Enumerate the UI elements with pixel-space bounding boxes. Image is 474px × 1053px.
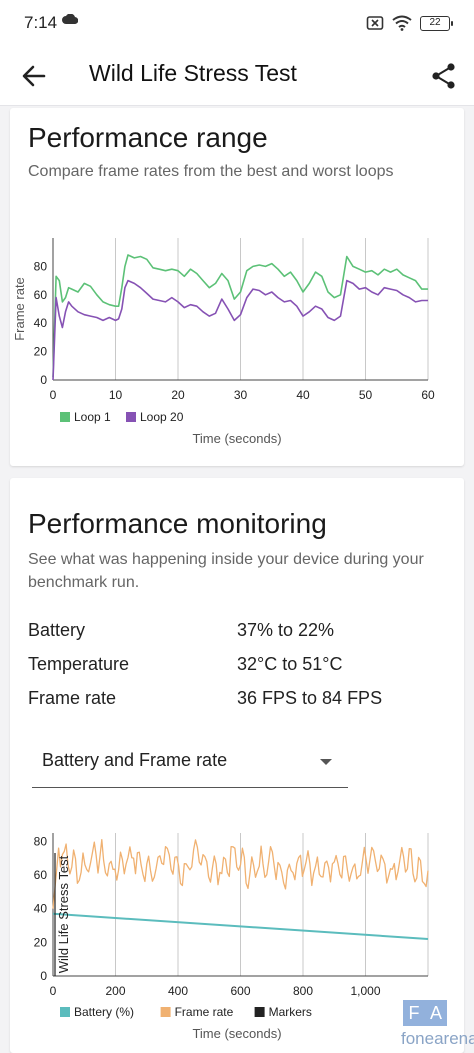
legend-swatch — [60, 1007, 70, 1017]
y-tick-label: 80 — [34, 259, 48, 273]
dropdown-arrow-icon — [320, 759, 332, 765]
y-tick-label: 20 — [34, 345, 48, 359]
x-tick-label: 200 — [105, 984, 125, 998]
x-axis-label: Time (seconds) — [192, 431, 281, 446]
x-tick-label: 10 — [109, 388, 123, 402]
x-tick-label: 20 — [171, 388, 185, 402]
y-tick-label: 80 — [34, 834, 48, 848]
stat-row-temperature: Temperature 32°C to 51°C — [28, 654, 448, 684]
performance-monitoring-title: Performance monitoring — [28, 508, 327, 539]
y-tick-label: 0 — [40, 969, 47, 983]
x-tick-label: 400 — [168, 984, 188, 998]
legend-label: Frame rate — [175, 1005, 234, 1019]
app-bar: Wild Life Stress Test — [0, 46, 474, 106]
performance-range-chart: 0 10 20 30 40 50 60 0 20 40 60 80 Frame rate Loop 1 Lo… — [12, 238, 435, 446]
series-line-battery — [52, 912, 429, 940]
cloud-icon — [62, 14, 78, 24]
legend-swatch — [160, 1007, 171, 1017]
y-tick-label: 40 — [34, 316, 48, 330]
x-tick-label: 40 — [296, 388, 310, 402]
dropdown-selected-value: Battery and Frame rate — [42, 750, 228, 770]
stat-value: 36 FPS to 84 FPS — [237, 688, 383, 708]
stat-row-battery: Battery 37% to 22% — [28, 620, 448, 650]
x-tick-label: 60 — [421, 388, 435, 402]
stat-value: 37% to 22% — [237, 620, 335, 640]
x-tick-label: 800 — [293, 984, 313, 998]
legend-swatch — [126, 412, 136, 422]
chart-type-dropdown[interactable]: Battery and Frame rate — [32, 740, 348, 788]
series-line-frame-rate — [52, 839, 429, 909]
stat-row-frame-rate: Frame rate 36 FPS to 84 FPS — [28, 688, 448, 718]
watermark-letter: F — [403, 1000, 425, 1026]
stat-label: Temperature — [28, 654, 130, 674]
x-tick-label: 1,000 — [350, 984, 380, 998]
y-axis-label: Frame rate — [12, 277, 27, 341]
series-line-loop-1 — [52, 254, 428, 378]
legend-swatch — [60, 412, 70, 422]
stat-label: Frame rate — [28, 688, 117, 708]
legend-label: Markers — [269, 1005, 312, 1019]
back-arrow-icon[interactable] — [20, 62, 48, 90]
status-bar: 7:14 22 — [0, 0, 474, 46]
x-tick-label: 600 — [230, 984, 250, 998]
legend-label: Battery (%) — [74, 1005, 134, 1019]
watermark-letter: A — [425, 1000, 447, 1026]
performance-range-card: Performance range Compare frame rates fr… — [10, 108, 464, 466]
watermark-text: fonearena — [401, 1029, 474, 1048]
y-tick-label: 40 — [34, 902, 48, 916]
page-title: Wild Life Stress Test — [89, 60, 297, 86]
y-tick-label: 60 — [34, 868, 48, 882]
x-tick-label: 0 — [50, 984, 57, 998]
marker-annotation: Wild Life Stress Test — [56, 855, 71, 973]
status-time: 7:14 — [24, 13, 58, 32]
performance-monitoring-subtitle: See what was happening inside your devic… — [28, 551, 424, 591]
wifi-icon — [392, 15, 412, 31]
stat-label: Battery — [28, 620, 86, 640]
performance-monitoring-chart: 0 200 400 600 800 1,000 0 20 40 60 80 Wild Life Str… — [34, 833, 429, 1041]
legend-swatch — [254, 1007, 265, 1017]
y-tick-label: 20 — [34, 935, 48, 949]
share-icon[interactable] — [430, 62, 458, 90]
performance-range-subtitle: Compare frame rates from the best and wo… — [28, 163, 394, 180]
y-tick-label: 0 — [40, 373, 47, 387]
legend-label: Loop 20 — [140, 410, 184, 424]
status-icons: 22 — [366, 12, 453, 34]
x-tick-label: 50 — [359, 388, 373, 402]
performance-range-title: Performance range — [28, 122, 268, 153]
watermark-logo: F A fonearena — [401, 1000, 474, 1053]
x-tick-label: 0 — [50, 388, 57, 402]
battery-indicator: 22 — [420, 15, 453, 31]
x-axis-label: Time (seconds) — [192, 1026, 281, 1041]
stat-value: 32°C to 51°C — [237, 654, 343, 674]
performance-monitoring-card: Performance monitoring See what was happ… — [10, 478, 464, 1053]
x-tick-label: 30 — [234, 388, 248, 402]
legend-label: Loop 1 — [74, 410, 111, 424]
sim-off-icon — [366, 16, 384, 30]
y-tick-label: 60 — [34, 288, 48, 302]
series-line-loop-20 — [52, 279, 428, 381]
